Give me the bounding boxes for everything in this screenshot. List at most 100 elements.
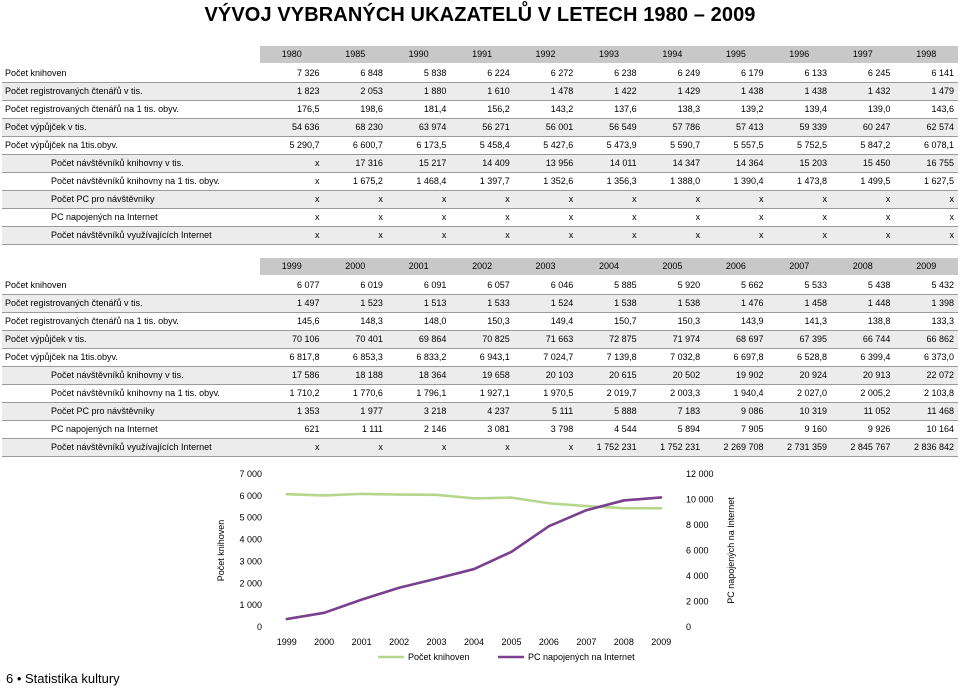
table-cell: x	[450, 208, 514, 227]
page-footer: 6 • Statistika kultury	[6, 671, 120, 686]
row-label: Počet výpůjček na 1tis.obyv.	[2, 136, 261, 155]
table-cell: x	[323, 438, 387, 457]
year-header: 2001	[386, 258, 451, 275]
table-cell: 67 395	[767, 330, 831, 349]
row-label: Počet PC pro návštěvníky	[2, 190, 261, 209]
table-cell: 2 003,3	[640, 384, 705, 403]
table-cell: x	[577, 226, 641, 245]
table-cell: 1 538	[577, 294, 641, 313]
data-point	[285, 492, 288, 496]
table-cell: x	[704, 226, 768, 245]
table-cell: 69 864	[386, 330, 451, 349]
data-point	[360, 598, 363, 601]
table-cell: x	[513, 438, 578, 457]
table-cell: 1 432	[830, 82, 895, 101]
table-cell: 6 853,3	[323, 348, 387, 367]
table-cell: 1 752 231	[577, 438, 641, 457]
table-cell: 6 238	[577, 65, 641, 83]
table-row: Počet PC pro návštěvníky 1 353 1 977 3 218 4…	[2, 402, 958, 421]
table-cell: 5 752,5	[767, 136, 831, 155]
year-header: 1993	[577, 46, 641, 63]
row-label: Počet výpůjček v tis.	[2, 330, 261, 349]
table-cell: 18 364	[386, 366, 451, 385]
table-cell: 54 636	[260, 118, 324, 137]
data-point	[585, 509, 588, 512]
table-cell: x	[513, 208, 578, 227]
table-cell: 72 875	[577, 330, 641, 349]
table-cell: 20 502	[640, 366, 705, 385]
table-cell: 138,8	[830, 312, 895, 331]
table-cell: x	[386, 208, 451, 227]
table-cell: 14 364	[704, 154, 768, 173]
table-cell: x	[704, 208, 768, 227]
y-tick-label: 3 000	[239, 556, 262, 566]
table-cell: 1 111	[323, 420, 387, 439]
table-cell: 59 339	[767, 118, 831, 137]
data-point	[510, 550, 513, 554]
table-cell: x	[386, 226, 451, 245]
data-point	[472, 567, 476, 571]
table-cell: 2 005,2	[830, 384, 895, 403]
table-cell: 5 438	[830, 277, 895, 295]
data-point	[472, 497, 476, 500]
row-label: Počet registrovaných čtenářů v tis.	[2, 294, 261, 313]
spacer-row	[2, 275, 958, 277]
x-tick-label: 2006	[539, 637, 559, 647]
table-cell: 3 218	[386, 402, 451, 421]
table-row: Počet návštěvníků využívajících Internet…	[2, 226, 958, 245]
table-cell: x	[894, 226, 958, 245]
row-label: Počet registrovaných čtenářů na 1 tis. o…	[2, 100, 261, 119]
table-cell: 5 920	[640, 277, 705, 295]
table-cell: 1 627,5	[894, 172, 958, 191]
table-cell: 5 847,2	[830, 136, 895, 155]
row-label: Počet návštěvníků využívajících Internet	[2, 438, 261, 457]
table-cell: 5 888	[577, 402, 641, 421]
data-point	[360, 492, 363, 496]
table-cell: 138,3	[640, 100, 705, 119]
year-header: 1996	[767, 46, 831, 63]
table-cell: 22 072	[894, 366, 958, 385]
table-cell: 17 316	[323, 154, 387, 173]
table-cell: 1 429	[640, 82, 705, 101]
table-row: Počet registrovaných čtenářů v tis. 1 823…	[2, 82, 958, 101]
table-cell: 1 468,4	[386, 172, 451, 191]
table-cell: 10 319	[767, 402, 831, 421]
table-cell: 70 401	[323, 330, 387, 349]
table-cell: 6 373,0	[894, 348, 958, 367]
row-label: Počet knihoven	[2, 65, 261, 83]
y-tick-label: 7 000	[239, 469, 262, 479]
table-cell: x	[323, 208, 387, 227]
table-cell: 1 353	[260, 402, 324, 421]
table-cell: x	[894, 208, 958, 227]
row-label: Počet registrovaných čtenářů na 1 tis. o…	[2, 312, 261, 331]
table-cell: 5 894	[640, 420, 705, 439]
table-cell: x	[577, 208, 641, 227]
data-point	[585, 504, 588, 508]
table-row: PC napojených na Internet x x x x x x x x x x x	[2, 208, 958, 227]
table-cell: x	[640, 226, 705, 245]
table-cell: 150,7	[577, 312, 641, 331]
data-point	[322, 611, 326, 615]
table-cell: 1 473,8	[767, 172, 831, 191]
table-cell: 71 974	[640, 330, 705, 349]
table-cell: 1 927,1	[450, 384, 514, 403]
table-cell: 2 103,8	[894, 384, 958, 403]
table-cell: 1 796,1	[386, 384, 451, 403]
row-label: Počet návštěvníků využívajících Internet	[2, 226, 261, 245]
table-cell: 137,6	[577, 100, 641, 119]
table-cell: 1 390,4	[704, 172, 768, 191]
table-cell: x	[894, 190, 958, 209]
table-cell: 150,3	[640, 312, 705, 331]
table-cell: 14 347	[640, 154, 705, 173]
y-tick-label: 1 000	[239, 600, 262, 610]
x-tick-label: 2004	[464, 637, 484, 647]
table-cell: 148,3	[323, 312, 387, 331]
row-label: Počet registrovaných čtenářů v tis.	[2, 82, 261, 101]
table-cell: 1 497	[260, 294, 324, 313]
table-cell: 5 590,7	[640, 136, 705, 155]
table-cell: x	[704, 190, 768, 209]
table-cell: x	[640, 208, 705, 227]
table-cell: 63 974	[386, 118, 451, 137]
x-tick-label: 2000	[314, 637, 334, 647]
table-row: Počet výpůjček v tis. 54 636 68 230 63 974 5…	[2, 118, 958, 137]
